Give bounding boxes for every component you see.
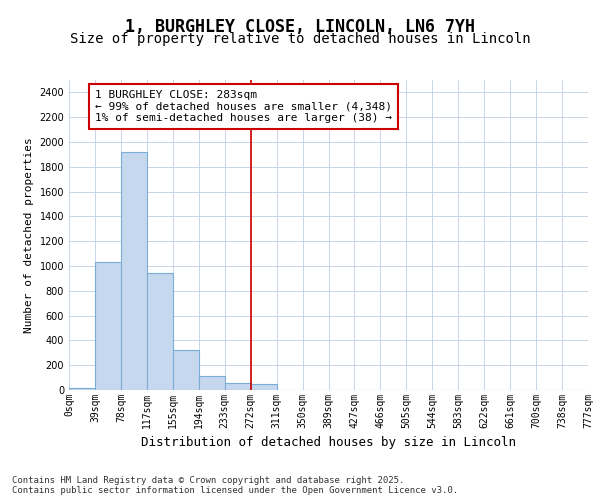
- Bar: [69, 388, 95, 390]
- Bar: [95, 262, 121, 390]
- Text: 1 BURGHLEY CLOSE: 283sqm
← 99% of detached houses are smaller (4,348)
1% of semi: 1 BURGHLEY CLOSE: 283sqm ← 99% of detach…: [95, 90, 392, 123]
- Bar: [173, 350, 199, 390]
- Bar: [225, 382, 251, 390]
- Text: 1, BURGHLEY CLOSE, LINCOLN, LN6 7YH: 1, BURGHLEY CLOSE, LINCOLN, LN6 7YH: [125, 18, 475, 36]
- Bar: [199, 376, 224, 390]
- Text: Contains HM Land Registry data © Crown copyright and database right 2025.
Contai: Contains HM Land Registry data © Crown c…: [12, 476, 458, 495]
- Bar: [251, 384, 277, 390]
- X-axis label: Distribution of detached houses by size in Lincoln: Distribution of detached houses by size …: [141, 436, 516, 450]
- Y-axis label: Number of detached properties: Number of detached properties: [24, 137, 34, 333]
- Bar: [147, 274, 173, 390]
- Text: Size of property relative to detached houses in Lincoln: Size of property relative to detached ho…: [70, 32, 530, 46]
- Bar: [121, 152, 147, 390]
